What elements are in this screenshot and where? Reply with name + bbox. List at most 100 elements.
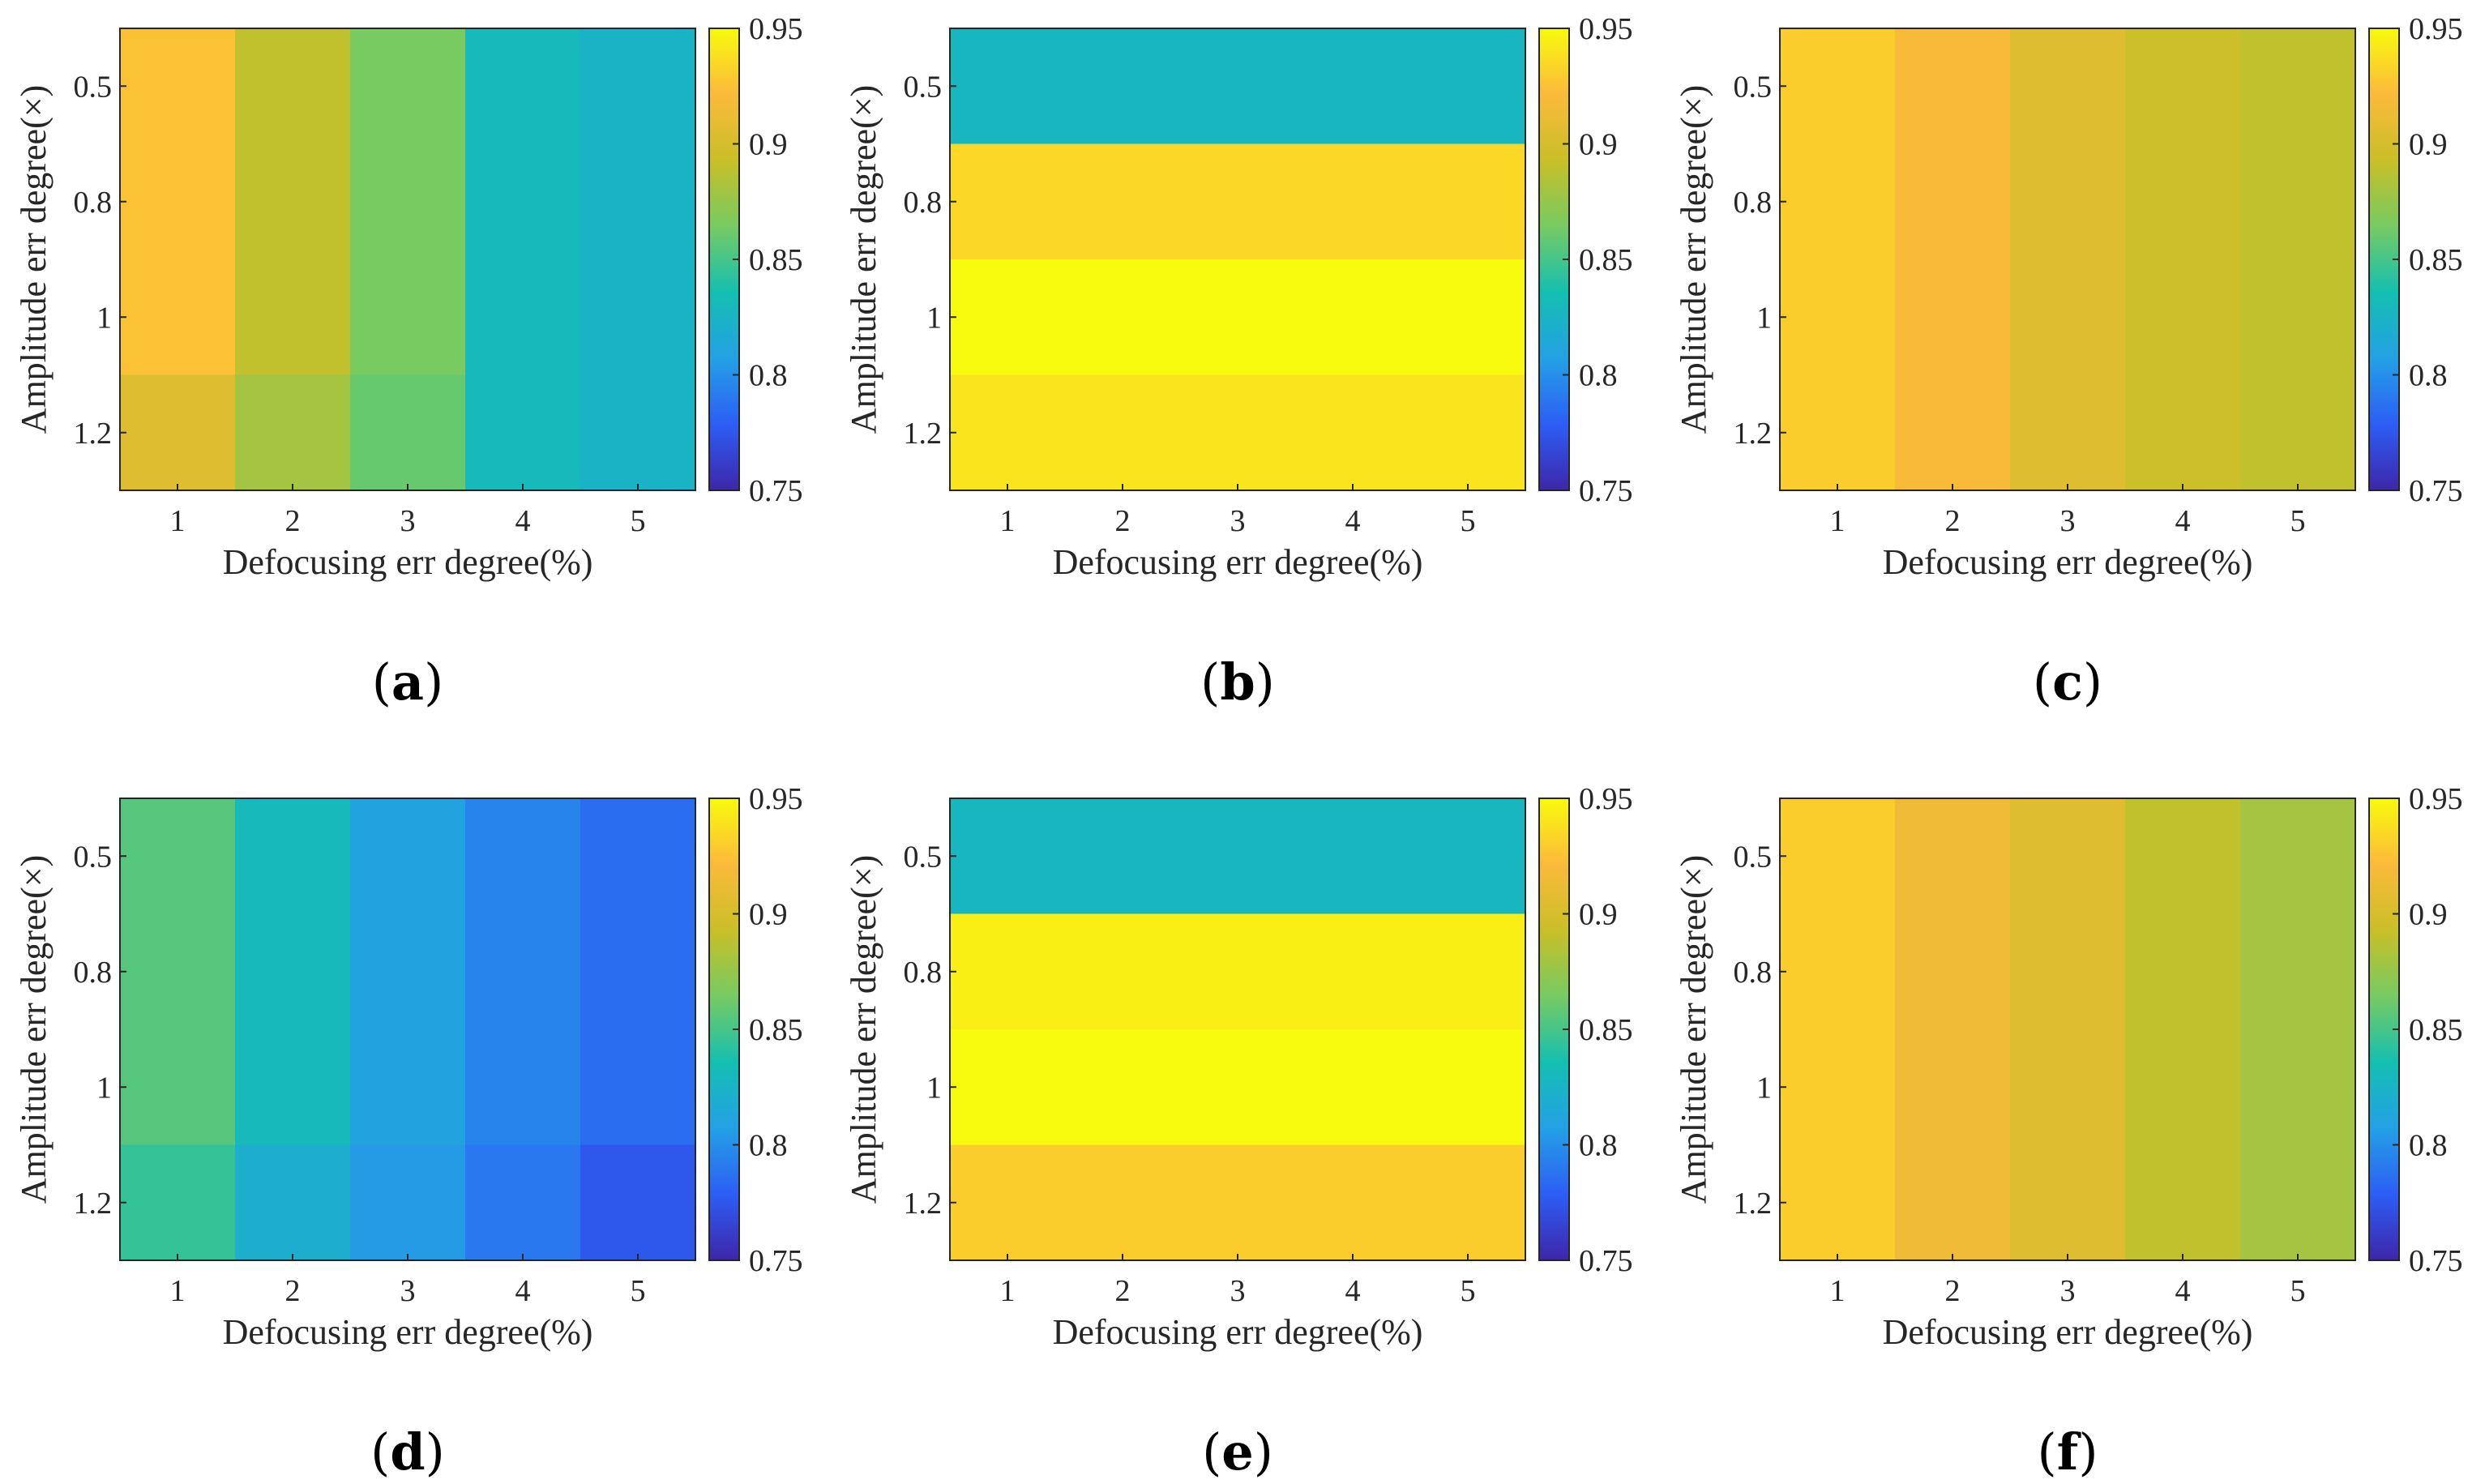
y-tick-label: 0.5: [74, 70, 113, 104]
colorbar-tick-label: 0.8: [1579, 359, 1618, 393]
colorbar-tick-label: 0.95: [749, 12, 803, 46]
heatmap-cell: [350, 913, 466, 1030]
heatmap-cell: [2010, 143, 2126, 260]
panel-label: (d): [370, 1422, 445, 1482]
panel-label: (b): [1200, 652, 1275, 712]
heatmap-cell: [465, 259, 581, 376]
y-tick-label: 1.2: [1734, 417, 1773, 451]
x-axis-label: Defocusing err degree(%): [1883, 542, 2253, 582]
heatmap-cell: [2125, 143, 2241, 260]
heatmap-cell: [1295, 374, 1411, 491]
heatmap-cell: [120, 913, 236, 1030]
heatmap-cell: [1295, 798, 1411, 915]
heatmap-cell: [2240, 259, 2356, 376]
heatmap-cell: [120, 798, 236, 915]
x-tick-label: 2: [1945, 1274, 1961, 1308]
heatmap-cell: [2240, 374, 2356, 491]
heatmap-cell: [1780, 374, 1896, 491]
heatmap-cell: [2010, 1144, 2126, 1261]
y-tick-label: 1.2: [904, 417, 943, 451]
heatmap-cell: [1410, 913, 1526, 1030]
heatmap-cell: [465, 913, 581, 1030]
heatmap-cell: [1180, 374, 1296, 491]
heatmap-cell: [1780, 1029, 1896, 1146]
y-tick-label: 1: [926, 1071, 942, 1105]
panel-letter: e: [1221, 1422, 1253, 1482]
heatmap-cell: [950, 1144, 1066, 1261]
x-axis-label: Defocusing err degree(%): [1053, 542, 1423, 582]
heatmap-cell: [1065, 1144, 1181, 1261]
heatmap-cell: [580, 798, 696, 915]
panel-a: 1 2 3 4 5 0.5 0.8 1 1.2 Defocusing err degree(%) A…: [14, 12, 803, 712]
heatmap-cell: [580, 374, 696, 491]
heatmap-cell: [2240, 1029, 2356, 1146]
colorbar-tick-label: 0.8: [1579, 1129, 1618, 1163]
colorbar-tick-label: 0.9: [2409, 128, 2448, 162]
x-tick-label: 2: [1115, 504, 1131, 538]
y-axis-label: Amplitude err degree(×): [844, 85, 883, 434]
x-axis-label: Defocusing err degree(%): [1053, 1312, 1423, 1352]
x-tick-label: 5: [631, 1274, 646, 1308]
x-tick-label: 3: [1230, 504, 1246, 538]
x-tick-label: 4: [1345, 504, 1361, 538]
heatmap-cell: [1895, 374, 2011, 491]
x-tick-label: 2: [285, 504, 301, 538]
colorbar-tick-label: 0.75: [1579, 474, 1633, 508]
heatmap-cell: [1895, 1029, 2011, 1146]
heatmap-cell: [1295, 913, 1411, 1030]
heatmap-cell: [2125, 374, 2241, 491]
heatmap-cell: [2125, 28, 2241, 145]
heatmap-cell: [235, 1029, 351, 1146]
panel-c: 1 2 3 4 5 0.5 0.8 1 1.2 Defocusing err degree(%) A…: [1674, 12, 2463, 712]
colorbar-tick-label: 0.85: [749, 243, 803, 277]
heatmap-cell: [120, 1029, 236, 1146]
x-tick-label: 3: [2060, 1274, 2076, 1308]
colorbar-tick-label: 0.75: [749, 474, 803, 508]
heatmap-cell: [1065, 798, 1181, 915]
heatmap-cell: [1410, 259, 1526, 376]
heatmap-cell: [1065, 374, 1181, 491]
x-tick-label: 1: [1000, 504, 1016, 538]
colorbar-tick-label: 0.8: [2409, 359, 2448, 393]
heatmap-cell: [1180, 143, 1296, 260]
heatmap-cell: [1895, 798, 2011, 915]
heatmap-cell: [580, 143, 696, 260]
heatmap-cell: [1895, 1144, 2011, 1261]
heatmap-cell: [1410, 374, 1526, 491]
heatmap-cell: [950, 259, 1066, 376]
colorbar-tick-label: 0.85: [2409, 243, 2463, 277]
heatmap-cell: [465, 143, 581, 260]
heatmap-cell: [1780, 28, 1896, 145]
y-tick-label: 0.8: [1734, 956, 1773, 990]
colorbar-tick-label: 0.85: [1579, 1013, 1633, 1047]
heatmap-cell: [350, 143, 466, 260]
colorbar-tick-label: 0.95: [749, 782, 803, 816]
heatmap-cell: [2125, 1029, 2241, 1146]
heatmap-cell: [1410, 798, 1526, 915]
colorbar-tick-label: 0.9: [749, 898, 788, 932]
y-axis-label: Amplitude err degree(×): [14, 85, 53, 434]
panel-d: 1 2 3 4 5 0.5 0.8 1 1.2 Defocusing err degree(%) A…: [14, 782, 803, 1482]
y-axis-label: Amplitude err degree(×): [1674, 85, 1713, 434]
x-tick-label: 5: [1461, 1274, 1476, 1308]
y-tick-label: 0.5: [74, 840, 113, 874]
heatmap-cell: [950, 798, 1066, 915]
heatmap-cell: [1780, 1144, 1896, 1261]
colorbar-tick-label: 0.9: [2409, 898, 2448, 932]
heatmap-cell: [350, 259, 466, 376]
panel-b: 1 2 3 4 5 0.5 0.8 1 1.2 Defocusing err degree(%) A…: [844, 12, 1633, 712]
x-tick-label: 1: [170, 504, 186, 538]
x-tick-label: 2: [1945, 504, 1961, 538]
y-tick-label: 0.5: [904, 70, 943, 104]
heatmap-cell: [2240, 28, 2356, 145]
heatmap-cell: [350, 1029, 466, 1146]
heatmap-cell: [580, 1144, 696, 1261]
heatmap-cell: [2010, 374, 2126, 491]
x-tick-label: 5: [2290, 504, 2306, 538]
x-tick-label: 1: [1830, 504, 1846, 538]
heatmap-cell: [950, 28, 1066, 145]
heatmap-cell: [1895, 913, 2011, 1030]
colorbar-tick-label: 0.75: [2409, 1244, 2463, 1278]
heatmap-cell: [2010, 798, 2126, 915]
heatmap-cell: [120, 28, 236, 145]
